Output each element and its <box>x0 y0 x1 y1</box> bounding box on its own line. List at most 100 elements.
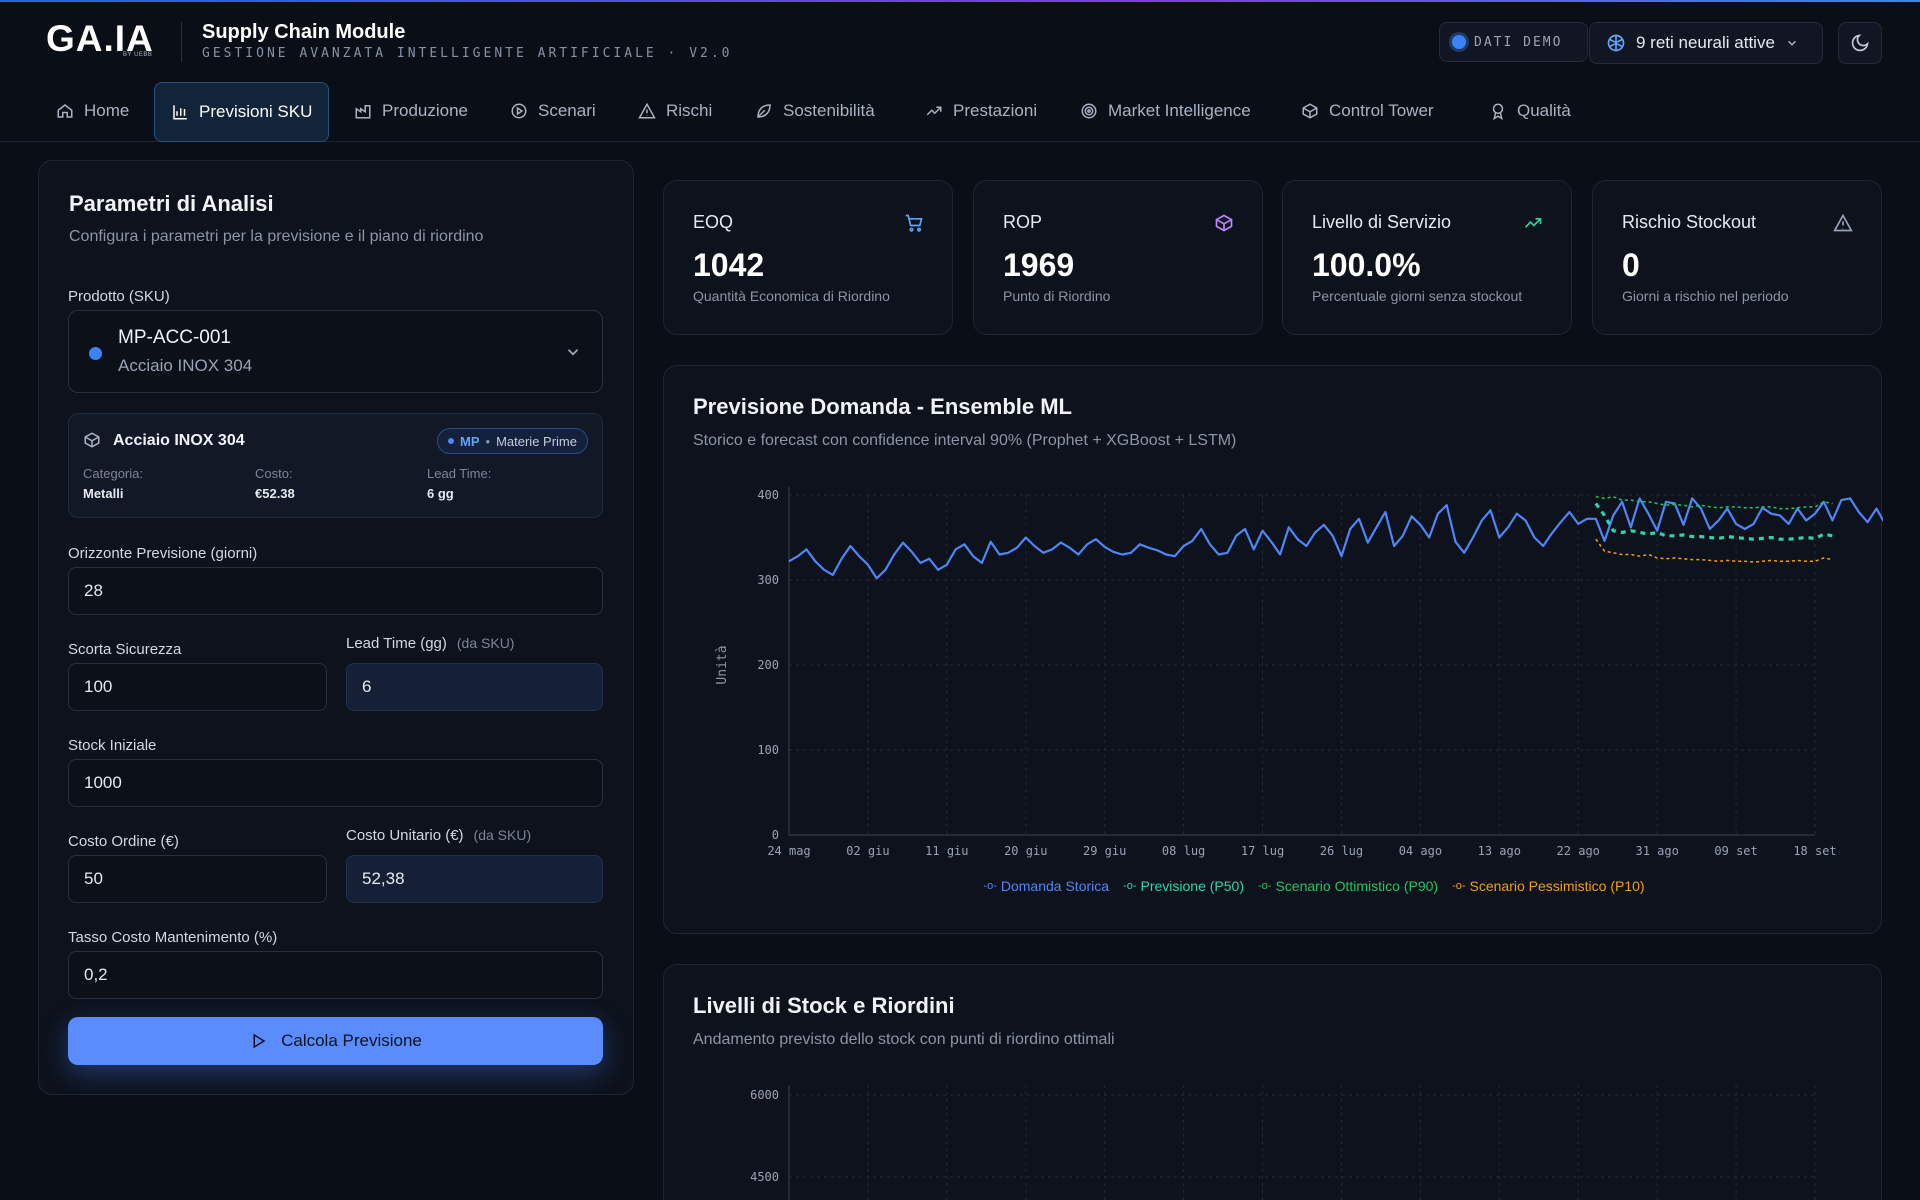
legend-label: Scenario Pessimistico (P10) <box>1469 878 1645 894</box>
stock-levels-card: Livelli di Stock e Riordini Andamento pr… <box>663 964 1882 1200</box>
networks-label: 9 reti neurali attive <box>1636 33 1775 52</box>
holding-cost-input[interactable]: 0,2 <box>68 951 603 999</box>
safety-stock-label: Scorta Sicurezza <box>68 641 182 658</box>
alert-triangle-icon <box>638 102 656 119</box>
horizon-input[interactable]: 28 <box>68 567 603 615</box>
unit-cost-field-label: Costo Unitario (€) (da SKU) <box>346 827 531 844</box>
app-header: GA.IA BY UEBB Supply Chain Module GESTIO… <box>0 2 1920 142</box>
sku-info-card: Acciaio INOX 304 MP • Materie Prime Cate… <box>68 413 603 518</box>
lead-time-value: 6 gg <box>427 486 454 501</box>
badge-code: MP <box>460 433 480 449</box>
initial-stock-label: Stock Iniziale <box>68 737 157 754</box>
initial-stock-input[interactable]: 1000 <box>68 759 603 807</box>
status-dot-icon <box>1452 35 1466 49</box>
kpi-value: 1969 <box>1003 247 1075 283</box>
order-cost-input[interactable]: 50 <box>68 855 327 903</box>
factory-icon <box>355 105 371 119</box>
safety-stock-input[interactable]: 100 <box>68 663 327 711</box>
module-subtitle: GESTIONE AVANZATA INTELLIGENTE ARTIFICIA… <box>202 46 733 61</box>
demo-badge-label: DATI DEMO <box>1474 34 1563 50</box>
y-tick-label: 400 <box>757 488 779 502</box>
trend-up-icon <box>926 106 942 116</box>
legend-item[interactable]: -o- Scenario Ottimistico (P90) <box>1258 878 1438 894</box>
neural-networks-dropdown[interactable]: 9 reti neurali attive <box>1589 22 1823 64</box>
tab-sostenibilita[interactable]: Sostenibilità <box>741 80 889 142</box>
category-badge: MP • Materie Prime <box>437 428 588 454</box>
box-icon <box>1302 103 1318 119</box>
cost-label: Costo: <box>255 466 293 481</box>
kpi-description: Quantità Economica di Riordino <box>693 288 890 304</box>
kpi-title: Livello di Servizio <box>1312 212 1452 232</box>
top-accent-bar <box>0 0 1920 2</box>
holding-cost-label: Tasso Costo Mantenimento (%) <box>68 929 278 946</box>
tab-label: Scenari <box>538 101 596 120</box>
tab-label: Home <box>84 101 130 120</box>
bar-chart-icon <box>173 105 187 120</box>
unit-cost-input[interactable]: 52,38 <box>346 855 603 903</box>
chart-title: Livelli di Stock e Riordini <box>693 993 955 1018</box>
tab-label: Previsioni SKU <box>199 102 313 121</box>
badge-text: Materie Prime <box>496 433 577 449</box>
app-logo[interactable]: GA.IA <box>46 18 154 59</box>
order-cost-label: Costo Ordine (€) <box>68 833 179 850</box>
kpi-description: Punto di Riordino <box>1003 288 1111 304</box>
series-line <box>1595 538 1833 563</box>
legend-item[interactable]: -o- Previsione (P50) <box>1123 878 1244 894</box>
cost-value: €52.38 <box>255 486 295 501</box>
lead-time-input[interactable]: 6 <box>346 663 603 711</box>
kpi-title: Rischio Stockout <box>1622 212 1757 232</box>
legend-item[interactable]: -o- Domanda Storica <box>983 878 1109 894</box>
tab-previsioni-sku[interactable]: Previsioni SKU <box>154 82 330 142</box>
kpi-service-level: Livello di Servizio 100.0% Percentuale g… <box>1282 180 1572 335</box>
chart-subtitle: Storico e forecast con confidence interv… <box>693 432 1237 449</box>
tab-produzione[interactable]: Produzione <box>340 80 482 142</box>
tab-prestazioni[interactable]: Prestazioni <box>911 80 1051 142</box>
product-select[interactable]: MP-ACC-001 Acciaio INOX 304 <box>68 310 603 393</box>
y-tick-label: 0 <box>772 828 779 842</box>
award-icon <box>1492 103 1504 120</box>
legend-label: Previsione (P50) <box>1140 878 1245 894</box>
tab-control-tower[interactable]: Control Tower <box>1287 80 1448 142</box>
x-tick-label: 04 ago <box>1399 844 1442 858</box>
tab-home[interactable]: Home <box>42 80 143 142</box>
lead-time-field-label: Lead Time (gg) (da SKU) <box>346 635 514 652</box>
module-title: Supply Chain Module <box>202 21 406 43</box>
chart-subtitle: Andamento previsto dello stock con punti… <box>693 1031 1115 1048</box>
lead-time-hint: (da SKU) <box>456 635 515 651</box>
x-tick-label: 17 lug <box>1241 844 1284 858</box>
lead-time-input-label: Lead Time (gg) <box>346 635 447 652</box>
sku-info-name: Acciaio INOX 304 <box>113 432 245 449</box>
x-tick-label: 26 lug <box>1320 844 1363 858</box>
demand-forecast-chart[interactable]: 0 100 200 300 400 24 mag 02 giu 11 giu 20 giu 29 … <box>664 366 1883 935</box>
kpi-description: Giorni a rischio nel periodo <box>1622 288 1789 304</box>
stock-levels-chart[interactable]: 6000 4500 <box>664 965 1883 1200</box>
tab-scenari[interactable]: Scenari <box>496 80 610 142</box>
chart-title: Previsione Domanda - Ensemble ML <box>693 394 1072 419</box>
y-axis-label: Unità <box>715 645 730 684</box>
chevron-down-icon <box>567 349 579 356</box>
x-tick-label: 02 giu <box>846 844 889 858</box>
x-tick-label: 22 ago <box>1557 844 1600 858</box>
brain-icon <box>1607 34 1625 52</box>
play-circle-icon <box>511 103 527 119</box>
chevron-down-icon <box>1787 40 1796 46</box>
theme-toggle-button[interactable] <box>1838 22 1882 64</box>
tab-qualita[interactable]: Qualità <box>1475 80 1585 142</box>
demo-data-badge[interactable]: DATI DEMO <box>1439 22 1588 62</box>
badge-dot-icon <box>448 438 455 444</box>
demand-forecast-card: Previsione Domanda - Ensemble ML Storico… <box>663 365 1883 935</box>
y-tick-label: 6000 <box>750 1088 779 1102</box>
kpi-description: Percentuale giorni senza stockout <box>1312 288 1523 304</box>
x-tick-label: 09 set <box>1714 844 1757 858</box>
lead-time-label: Lead Time: <box>427 466 492 481</box>
tab-market-intelligence[interactable]: Market Intelligence <box>1066 80 1265 142</box>
legend-item[interactable]: -o- Scenario Pessimistico (P10) <box>1452 878 1645 894</box>
kpi-value: 0 <box>1622 247 1640 283</box>
kpi-eoq: EOQ 1042 Quantità Economica di Riordino <box>663 180 953 335</box>
tab-rischi[interactable]: Rischi <box>624 80 726 142</box>
legend-marker-icon: -o- <box>1452 880 1466 892</box>
kpi-value: 100.0% <box>1312 247 1421 283</box>
tab-label: Rischi <box>666 101 713 120</box>
calculate-forecast-button[interactable]: Calcola Previsione <box>68 1017 603 1065</box>
cart-icon <box>905 214 923 232</box>
